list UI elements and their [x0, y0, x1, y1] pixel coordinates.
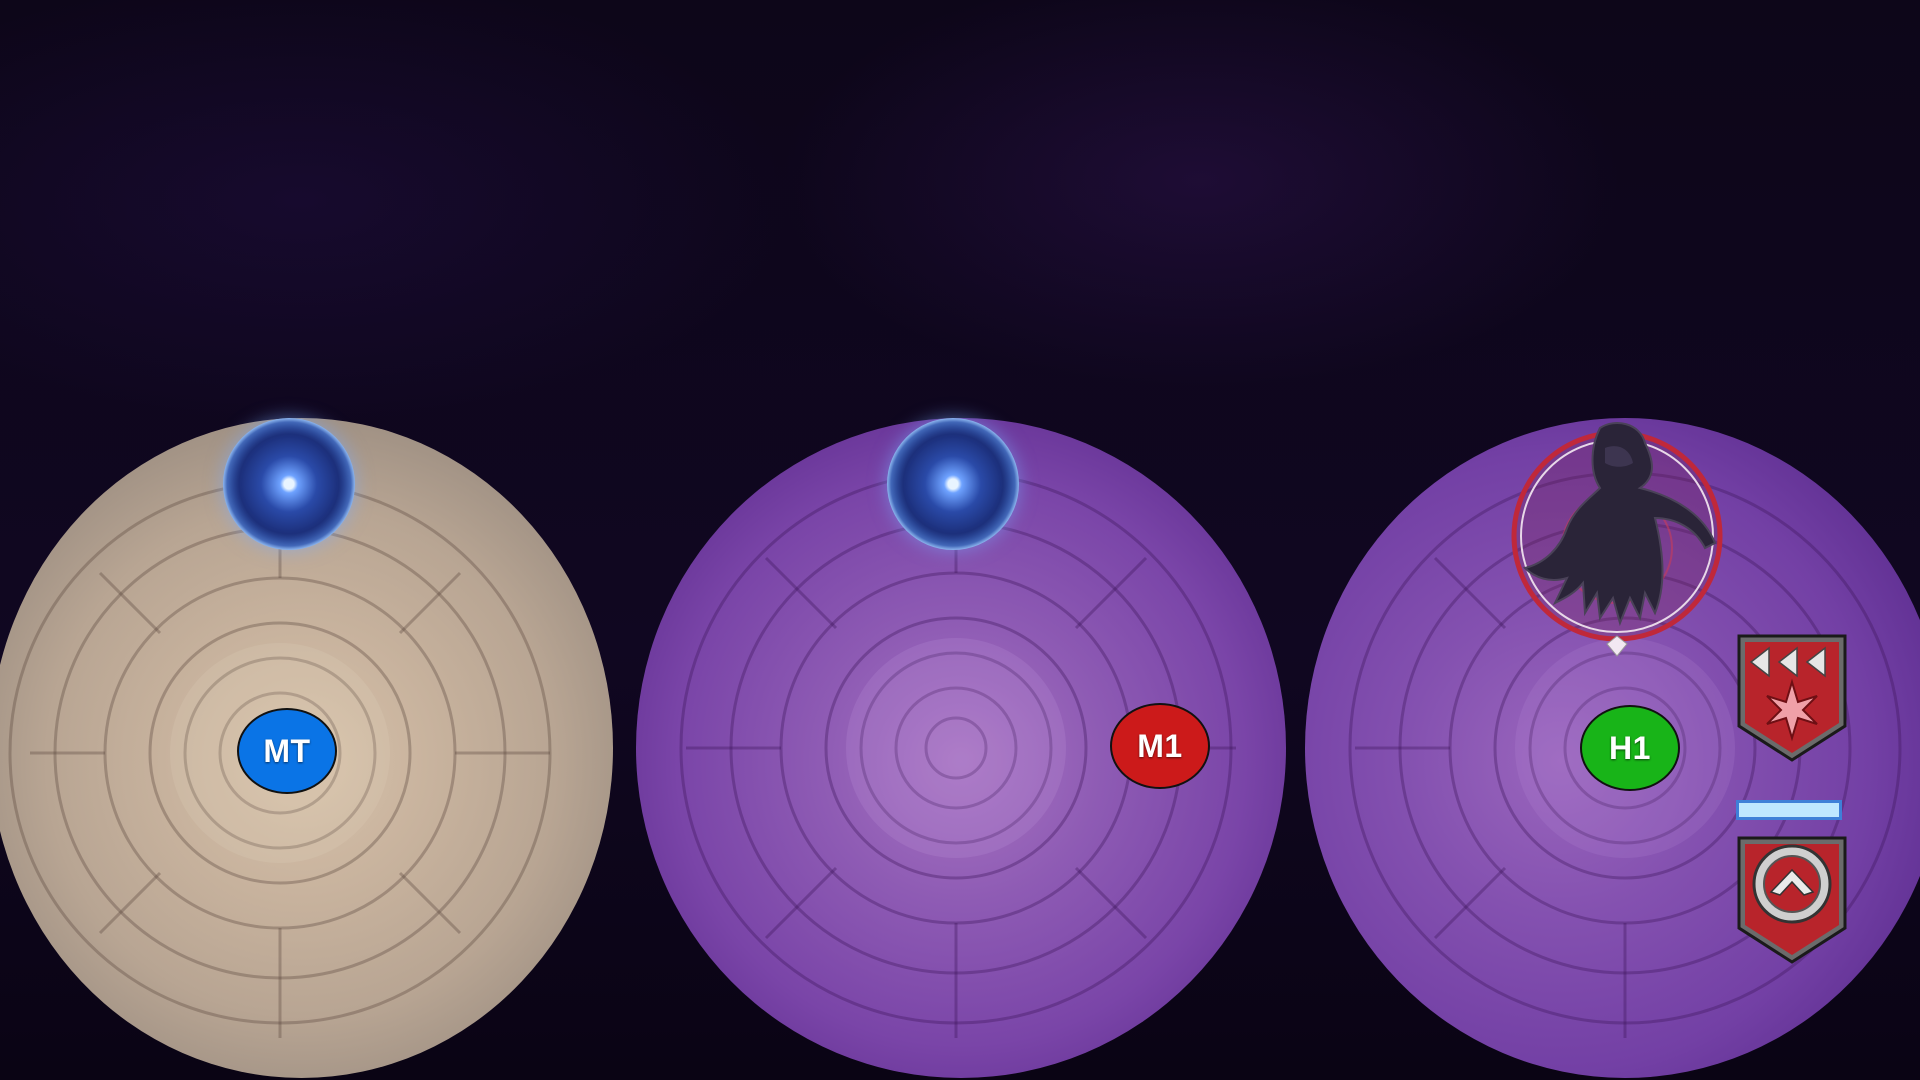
marker-m1[interactable]: M1	[1110, 703, 1210, 789]
marker-mt[interactable]: MT	[237, 708, 337, 794]
blue-orb-icon	[887, 418, 1019, 550]
red-chevron-debuff-icon	[1737, 836, 1847, 964]
cast-bar	[1736, 800, 1842, 820]
red-star-debuff-icon	[1737, 634, 1847, 762]
shadow-monster-icon[interactable]	[1505, 418, 1730, 658]
blue-orb-icon	[223, 418, 355, 550]
marker-h1[interactable]: H1	[1580, 705, 1680, 791]
cast-bar-fill	[1739, 803, 1839, 817]
